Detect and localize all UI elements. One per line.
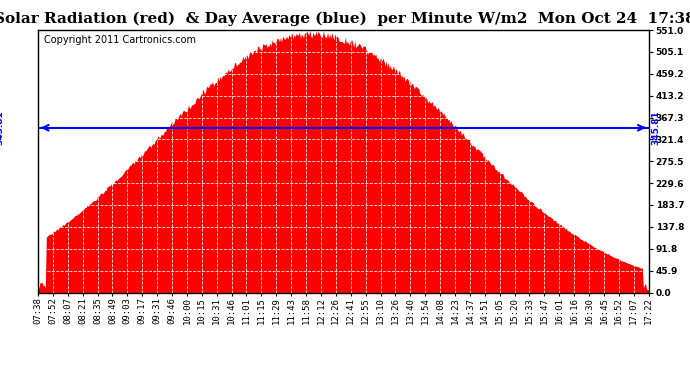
Text: Copyright 2011 Cartronics.com: Copyright 2011 Cartronics.com [44, 35, 196, 45]
Text: 345.81: 345.81 [651, 110, 660, 145]
Text: 345.81: 345.81 [0, 110, 4, 145]
Text: Solar Radiation (red)  & Day Average (blue)  per Minute W/m2  Mon Oct 24  17:38: Solar Radiation (red) & Day Average (blu… [0, 11, 690, 26]
